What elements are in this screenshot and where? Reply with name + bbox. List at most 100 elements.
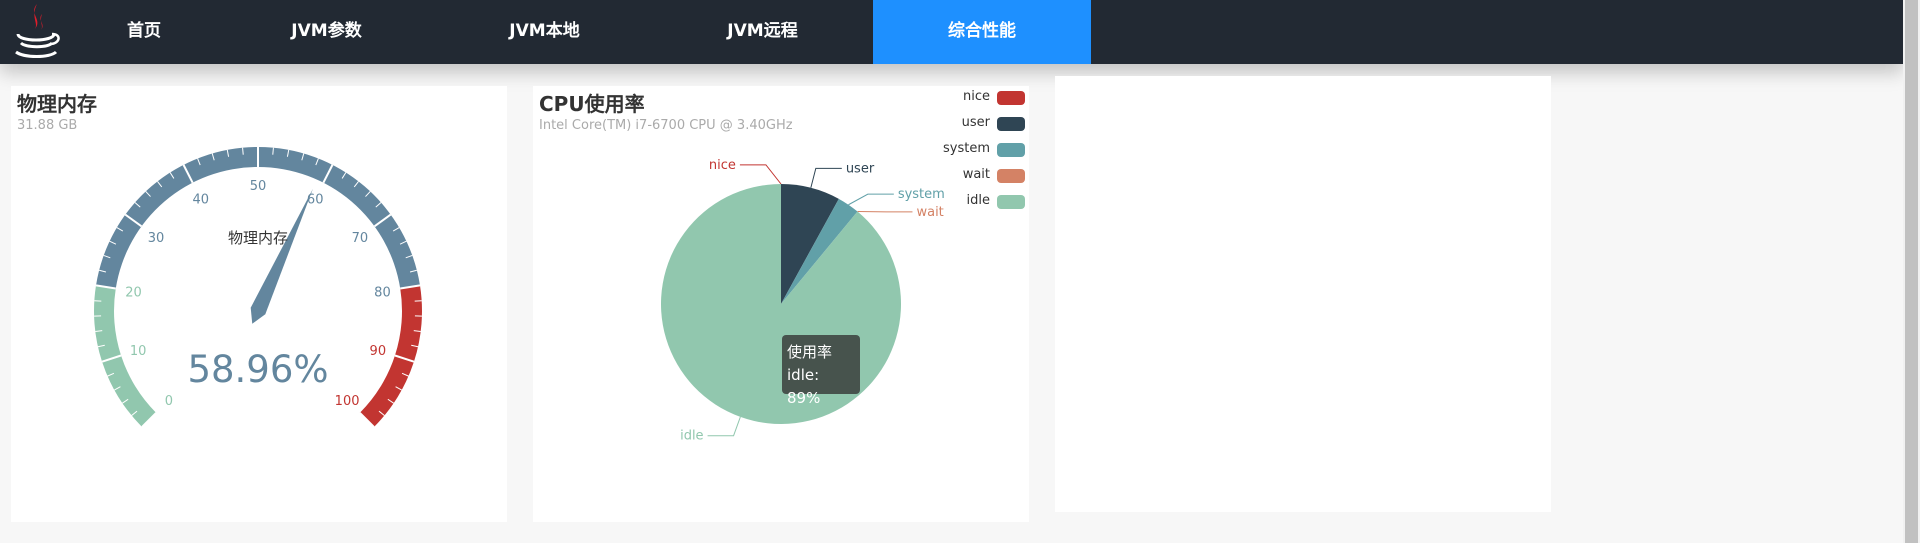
legend-item-user[interactable]: user (943, 114, 1025, 140)
gauge-split-line (394, 354, 415, 363)
legend-item-system[interactable]: system (943, 140, 1025, 166)
cpu-subtitle: Intel Core(TM) i7-6700 CPU @ 3.40GHz (539, 118, 793, 133)
gauge-split-line (182, 164, 194, 184)
gauge-tick (97, 344, 105, 348)
scrollbar-thumb[interactable] (1905, 0, 1918, 543)
gauge-tick (122, 398, 129, 404)
gauge-tick-label: 60 (307, 193, 324, 208)
legend-label: wait (962, 167, 990, 182)
memory-gauge-chart: 0 10 20 30 40 50 60 70 80 90 100 (93, 147, 423, 428)
gauge-tick (387, 398, 394, 404)
gauge-tick (315, 158, 319, 166)
gauge-split-line (322, 164, 334, 184)
gauge-value-label: 58.96% (187, 348, 329, 391)
gauge-split-line (124, 213, 143, 228)
gauge-tick (226, 149, 230, 157)
gauge-tick (409, 269, 417, 273)
legend-item-nice[interactable]: nice (943, 88, 1025, 114)
gauge-tick (242, 147, 244, 155)
cpu-legend: nice user system wait idle (943, 88, 1025, 218)
memory-title: 物理内存 (17, 92, 97, 116)
java-logo-icon (15, 4, 60, 58)
legend-swatch (997, 169, 1025, 183)
nav-jvm-params[interactable]: JVM参数 (291, 21, 362, 41)
gauge-tick (401, 372, 409, 377)
pie-label-line-nice (739, 164, 782, 185)
memory-panel: 物理内存 31.88 GB 0 10 20 30 40 50 60 70 80 90 100 物理内… (11, 86, 507, 522)
pie-slice-user (781, 184, 839, 304)
gauge-split-line (373, 213, 392, 228)
gauge-tick-label: 90 (370, 344, 387, 359)
gauge-tick (211, 153, 215, 161)
gauge-tick-label: 10 (130, 344, 147, 359)
cpu-title: CPU使用率 (539, 92, 645, 116)
legend-label: system (943, 141, 990, 156)
gauge-tick (99, 269, 107, 273)
legend-item-idle[interactable]: idle (943, 192, 1025, 218)
pie-label-line-user (810, 167, 842, 188)
pie-label-wait: wait (916, 205, 943, 220)
gauge-tick (399, 240, 407, 245)
legend-label: idle (966, 193, 990, 208)
gauge-tick (145, 191, 151, 197)
gauge-tick (341, 172, 347, 179)
gauge-split-line (101, 354, 122, 363)
gauge-tick (116, 227, 124, 232)
gauge-tick (107, 372, 115, 377)
nav-overall-performance[interactable]: 综合性能 (873, 0, 1091, 64)
gauge-band-2 (359, 285, 423, 427)
gauge-tick (114, 386, 121, 391)
gauge-tick (131, 410, 138, 416)
gauge-split-line (359, 412, 375, 428)
pie-label-system: system (898, 187, 945, 202)
legend-swatch (997, 195, 1025, 209)
gauge-split-line (141, 412, 157, 428)
gauge-split-line (400, 284, 421, 290)
gauge-tick-label: 0 (165, 394, 173, 409)
gauge-tick (392, 227, 400, 232)
pie-label-user: user (846, 161, 875, 176)
gauge-tick-label: 70 (352, 231, 369, 246)
gauge-tick (411, 344, 419, 348)
legend-swatch (997, 117, 1025, 131)
legend-item-wait[interactable]: wait (943, 166, 1025, 192)
gauge-tick (157, 181, 163, 188)
gauge-series-name: 物理内存 (227, 229, 288, 247)
tooltip-series: 使用率 (787, 343, 833, 361)
gauge-tick-label: 20 (125, 285, 142, 300)
gauge-tick (272, 147, 274, 155)
gauge-tick (395, 386, 402, 391)
gauge-tick (95, 330, 103, 333)
gauge-tick (197, 158, 201, 166)
pie-slice-idle (661, 184, 901, 424)
gauge-tick (365, 191, 371, 197)
nav-home[interactable]: 首页 (127, 21, 161, 41)
pie-label-line-system (848, 193, 894, 206)
gauge-band-1 (96, 147, 420, 289)
nav-jvm-local[interactable]: JVM本地 (509, 21, 580, 41)
gauge-tick (413, 330, 421, 333)
gauge-tick-label: 80 (374, 285, 391, 300)
gauge-tick-label: 100 (335, 394, 360, 409)
legend-swatch (997, 143, 1025, 157)
cpu-panel: CPU使用率 Intel Core(TM) i7-6700 CPU @ 3.40… (533, 86, 1029, 522)
pie-label-line-idle (707, 416, 741, 437)
gauge-tick (378, 410, 385, 416)
gauge-tick (109, 240, 117, 245)
chart-tooltip: 使用率 idle: 89% (782, 335, 860, 407)
nav-jvm-remote[interactable]: JVM远程 (727, 21, 798, 41)
memory-subtitle: 31.88 GB (17, 118, 78, 133)
tooltip-text: idle: 89% (787, 366, 821, 407)
gauge-tick (103, 254, 111, 259)
gauge-tick-label: 40 (193, 193, 210, 208)
legend-label: user (961, 115, 990, 130)
empty-panel (1055, 76, 1551, 512)
gauge-pointer (250, 188, 313, 324)
legend-swatch (997, 91, 1025, 105)
gauge-tick-label: 30 (148, 231, 165, 246)
gauge-tick (169, 172, 175, 179)
page-scrollbar[interactable] (1903, 0, 1920, 543)
pie-slice-system (781, 198, 858, 304)
gauge-split-line (95, 284, 116, 290)
gauge-tick (301, 153, 305, 161)
